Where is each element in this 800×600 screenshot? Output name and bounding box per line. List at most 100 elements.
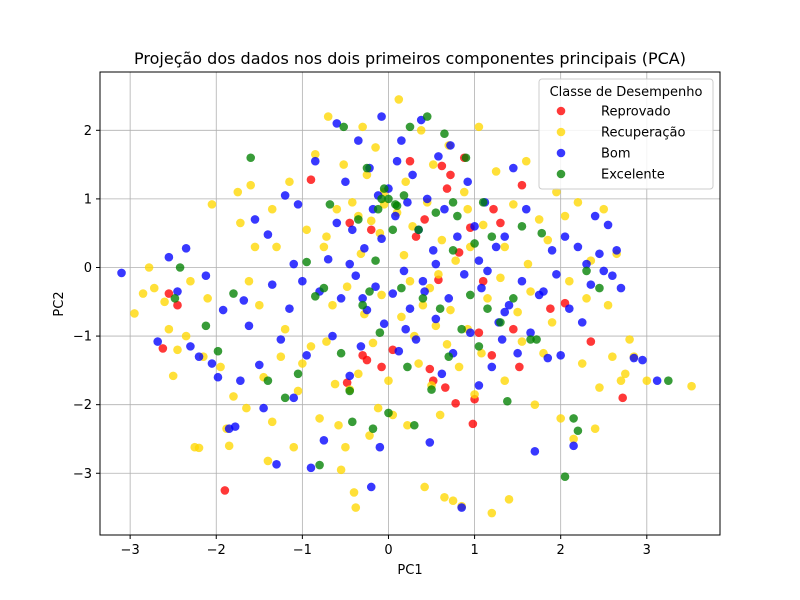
point-recuperacao [255, 300, 264, 310]
point-excelente [418, 294, 428, 303]
point-recuperacao [500, 376, 510, 385]
point-recuperacao [552, 187, 561, 197]
point-recuperacao [448, 496, 458, 506]
legend-marker-bom [556, 148, 566, 158]
point-recuperacao [349, 488, 359, 497]
x-tick-label: 1 [470, 543, 478, 558]
point-recuperacao [491, 167, 501, 176]
point-bom [348, 225, 357, 235]
point-recuperacao [293, 386, 303, 396]
point-bom [408, 170, 417, 180]
point-bom [434, 152, 443, 161]
point-bom [477, 283, 486, 293]
legend-entries: Reprovado Recuperação Bom Excelente [556, 105, 686, 183]
point-bom [345, 371, 355, 381]
point-bom [530, 447, 540, 456]
point-bom [392, 156, 402, 166]
point-bom [444, 294, 454, 303]
point-recuperacao [250, 242, 260, 252]
point-recuperacao [289, 442, 299, 452]
point-recuperacao [459, 187, 469, 197]
y-axis-ticks: −3 −2 −1 0 1 2 [73, 124, 100, 482]
point-recuperacao [138, 289, 148, 298]
point-bom [599, 266, 609, 276]
x-axis-label: PC1 [397, 563, 422, 578]
point-bom [603, 220, 613, 230]
point-excelente [483, 304, 492, 313]
point-recuperacao [440, 492, 449, 502]
point-bom [474, 381, 484, 390]
point-reprovado [377, 362, 386, 372]
point-bom [360, 243, 369, 253]
point-bom [459, 270, 469, 279]
point-excelente [414, 225, 423, 235]
point-recuperacao [504, 495, 514, 504]
point-recuperacao [463, 204, 472, 214]
point-excelente [470, 239, 479, 248]
point-excelente [371, 256, 380, 265]
point-recuperacao [242, 403, 251, 413]
point-recuperacao [454, 362, 464, 372]
point-reprovado [509, 324, 518, 334]
point-reprovado [586, 337, 596, 346]
point-recuperacao [446, 305, 455, 315]
point-bom [612, 246, 621, 255]
point-bom [491, 242, 501, 252]
point-recuperacao [509, 200, 518, 209]
point-bom [351, 271, 361, 281]
point-excelente [388, 225, 398, 235]
point-bom [547, 246, 557, 255]
point-bom [259, 403, 268, 413]
point-excelente [170, 294, 180, 303]
point-bom [289, 259, 299, 269]
point-recuperacao [373, 403, 383, 413]
point-recuperacao [371, 143, 380, 152]
point-bom [586, 280, 596, 289]
point-recuperacao [523, 259, 533, 269]
point-excelente [526, 335, 535, 344]
point-bom [173, 287, 182, 296]
point-excelente [348, 417, 357, 427]
point-bom [345, 259, 355, 269]
point-recuperacao [608, 352, 617, 361]
point-recuperacao [203, 294, 212, 303]
point-excelente [532, 335, 541, 344]
point-excelente [461, 153, 471, 163]
point-recuperacao [365, 431, 374, 440]
point-recuperacao [348, 198, 357, 207]
y-tick-label: −3 [73, 467, 92, 482]
grid [100, 72, 720, 535]
point-bom [526, 328, 535, 337]
point-excelente [444, 352, 454, 361]
point-recuperacao [442, 340, 452, 349]
point-bom [255, 360, 264, 370]
point-reprovado [158, 344, 168, 353]
point-reprovado [489, 204, 498, 214]
point-bom [539, 287, 548, 296]
plot-frame [99, 71, 721, 536]
point-recuperacao [339, 160, 348, 169]
point-excelente [595, 283, 604, 293]
point-recuperacao [500, 242, 510, 252]
point-bom [117, 268, 126, 278]
point-recuperacao [181, 331, 191, 341]
point-recuperacao [306, 342, 316, 351]
point-excelente [310, 291, 320, 301]
point-excelente [263, 376, 273, 385]
point-excelente [431, 208, 441, 217]
point-recuperacao [351, 503, 361, 512]
x-tick-label: 2 [557, 543, 565, 558]
point-bom [328, 331, 337, 341]
point-bom [500, 307, 510, 317]
x-tick-label: −1 [293, 543, 312, 558]
point-bom [244, 321, 254, 331]
point-reprovado [442, 184, 452, 193]
point-bom [608, 271, 617, 281]
point-bom [487, 362, 497, 372]
point-bom [431, 259, 441, 269]
point-bom [504, 300, 514, 310]
point-bom [652, 376, 662, 385]
point-recuperacao [451, 256, 460, 265]
point-excelente [569, 414, 578, 423]
point-recuperacao [474, 122, 484, 132]
